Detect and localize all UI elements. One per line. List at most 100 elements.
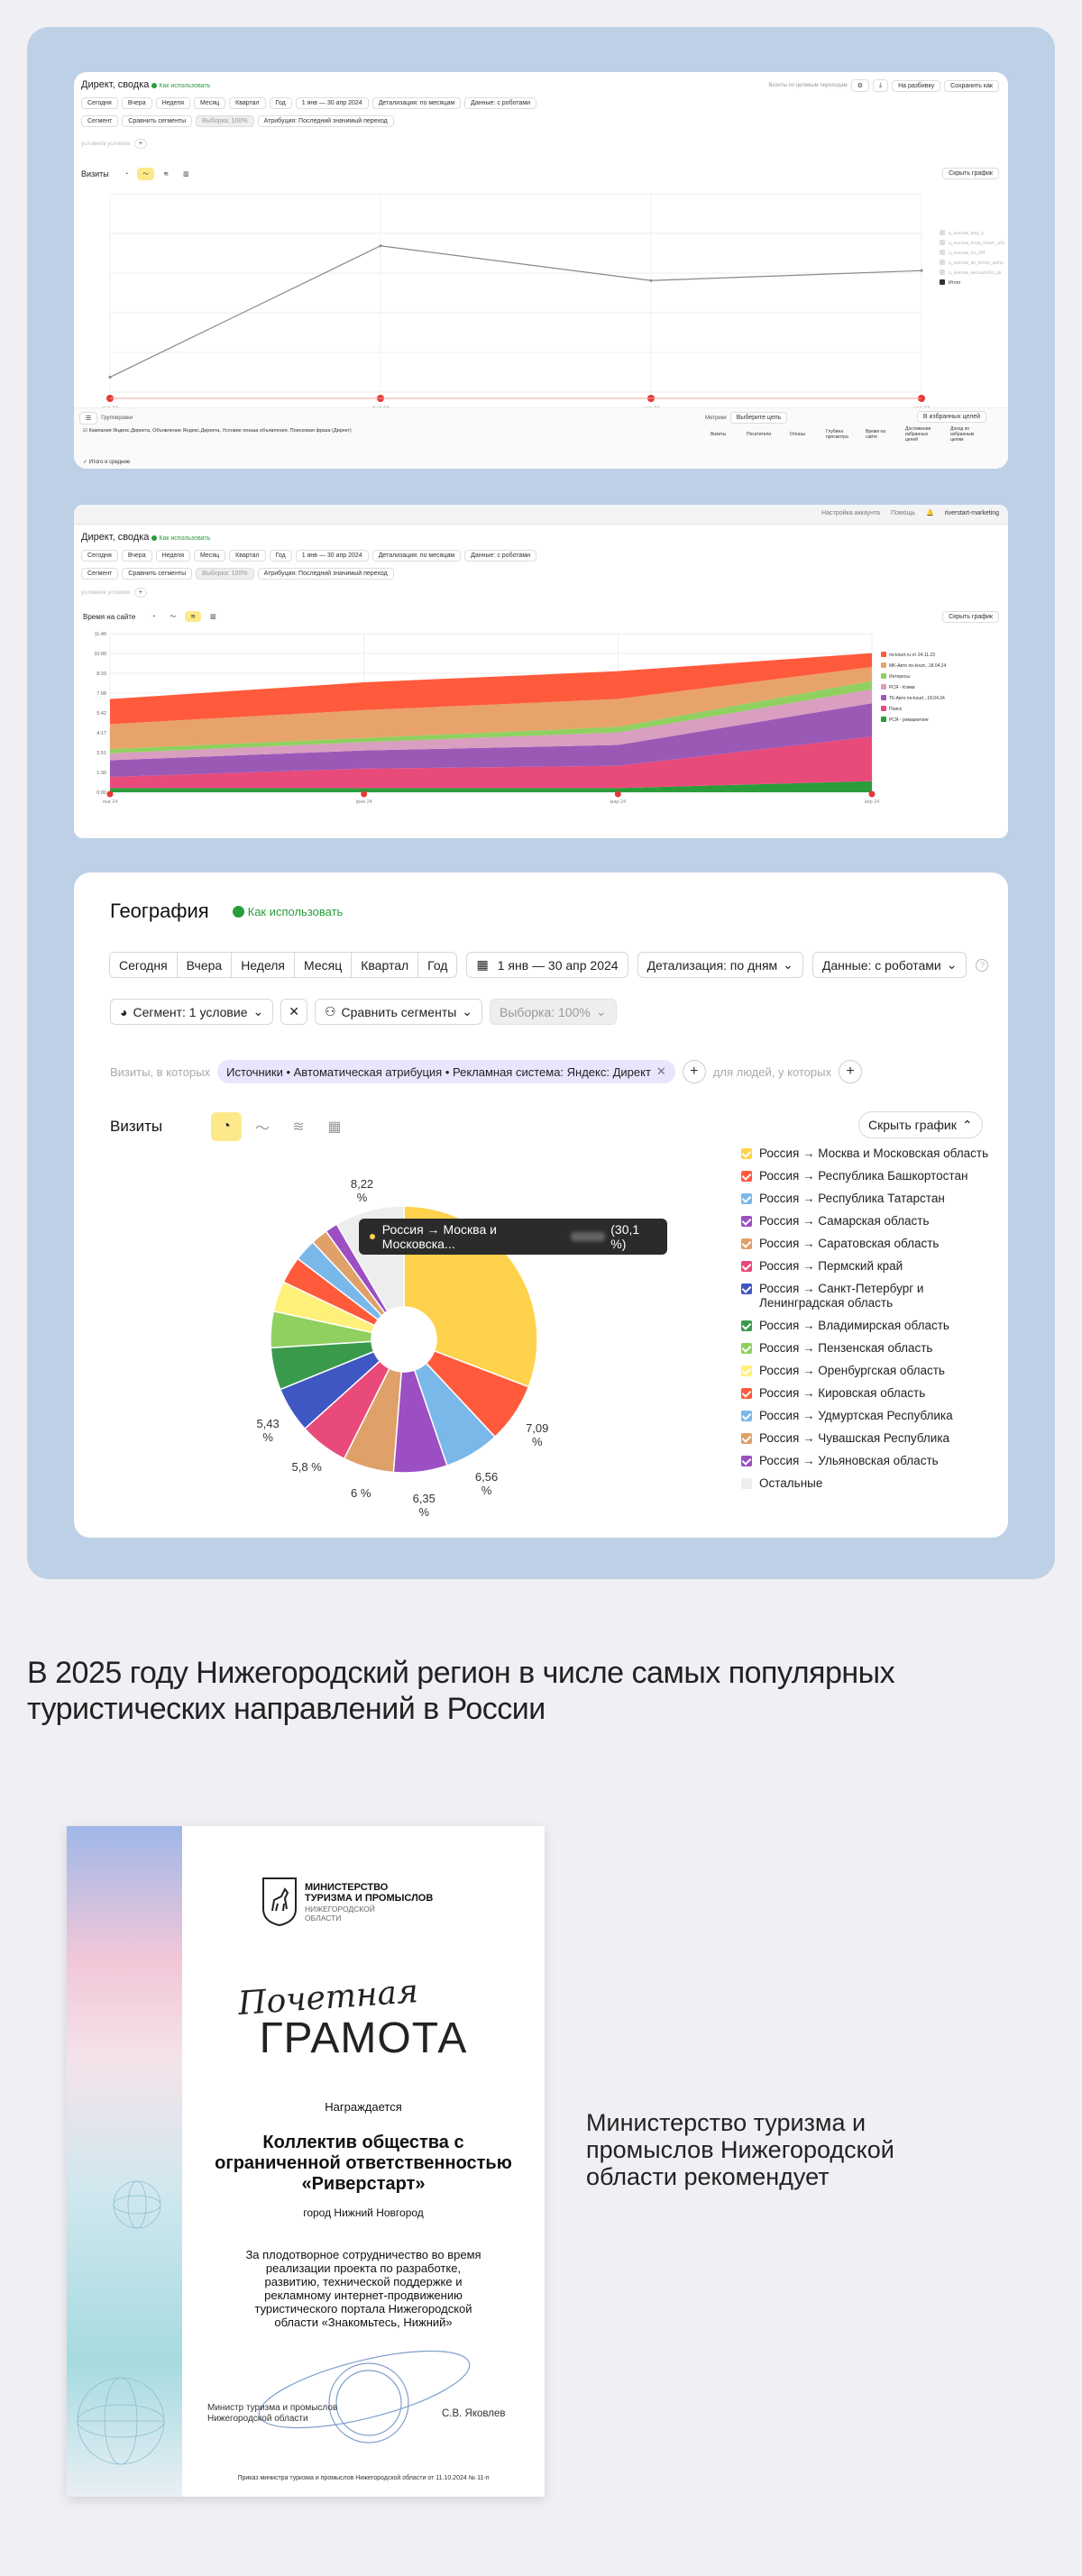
segment-button[interactable]: Сегмент <box>81 115 119 127</box>
how-to-link[interactable]: Как использовать <box>151 83 210 89</box>
date-range-picker[interactable]: ▦ 1 янв — 30 апр 2024 <box>466 952 628 978</box>
period-year[interactable]: Год <box>269 550 292 562</box>
line-chart-icon[interactable]: 〜 <box>137 168 155 180</box>
legend-item[interactable]: Россия → Пермский край <box>741 1259 1003 1274</box>
legend-item[interactable]: Россия → Оренбургская область <box>741 1364 1003 1378</box>
period-week[interactable]: Неделя <box>155 550 191 562</box>
data-mode-select[interactable]: Данные: с роботами ⌄ <box>812 952 967 978</box>
legend-checkbox[interactable] <box>741 1261 752 1272</box>
attribution-select[interactable]: Атрибуция: Последний значимый переход <box>257 568 394 580</box>
legend-item[interactable]: Россия → Пензенская область <box>741 1341 1003 1356</box>
legend-checkbox[interactable] <box>741 1193 752 1204</box>
period-month[interactable]: Месяц <box>194 97 226 109</box>
col-users[interactable]: Посетители <box>747 432 772 437</box>
area-chart-icon[interactable]: ≋ <box>185 611 202 622</box>
legend-checkbox[interactable] <box>741 1216 752 1227</box>
compare-segments-button[interactable]: Сравнить сегменты <box>122 115 193 127</box>
legend-checkbox[interactable] <box>741 1171 752 1182</box>
legend-checkbox[interactable] <box>741 1388 752 1399</box>
legend-item[interactable]: Россия → Санкт-Петербург и Ленинградская… <box>741 1282 1003 1311</box>
col-goals[interactable]: Достижения избранных целей <box>905 426 931 443</box>
period-today[interactable]: Сегодня <box>81 550 118 562</box>
legend-checkbox[interactable] <box>741 1456 752 1466</box>
breakdown-button[interactable]: На разбивку <box>892 79 941 92</box>
legend-checkbox[interactable] <box>741 1238 752 1249</box>
hide-chart-button[interactable]: Скрыть график ⌃ <box>858 1111 983 1138</box>
period-yesterday[interactable]: Вчера <box>176 952 233 978</box>
data-mode-select[interactable]: Данные: с роботами <box>464 550 537 562</box>
legend-item[interactable]: Россия → Республика Башкортостан <box>741 1169 1003 1183</box>
line-chart-icon[interactable]: 〜 <box>164 610 182 623</box>
add-filter-button[interactable]: + <box>682 1060 706 1083</box>
help-icon[interactable]: ? <box>976 958 989 972</box>
area-chart-icon[interactable]: ≋ <box>292 1119 305 1135</box>
legend-item[interactable]: Россия → Республика Татарстан <box>741 1192 1003 1206</box>
sample-select[interactable]: Выборка: 100% <box>196 568 254 580</box>
detail-select[interactable]: Детализация: по дням ⌄ <box>637 952 803 978</box>
settings-icon[interactable]: ⚙ <box>850 79 869 92</box>
period-yesterday[interactable]: Вчера <box>121 550 152 562</box>
period-today[interactable]: Сегодня <box>109 952 178 978</box>
account-name[interactable]: riverstart-marketing <box>944 509 999 516</box>
col-depth[interactable]: Глубина просмотра <box>826 429 848 440</box>
how-to-link[interactable]: Как использовать <box>151 535 210 542</box>
period-quarter[interactable]: Квартал <box>229 550 266 562</box>
period-month[interactable]: Месяц <box>294 952 353 978</box>
period-week[interactable]: Неделя <box>231 952 296 978</box>
period-week[interactable]: Неделя <box>155 97 191 109</box>
legend-item[interactable]: Россия → Кировская область <box>741 1386 1003 1401</box>
download-icon[interactable]: ⤓ <box>872 79 889 92</box>
legend-item[interactable]: Россия → Самарская область <box>741 1214 1003 1229</box>
area-chart-icon[interactable]: ≋ <box>158 169 175 179</box>
group-icon[interactable]: ☰ <box>79 412 98 425</box>
close-icon[interactable]: ✕ <box>656 1064 666 1078</box>
pie-chart-icon[interactable]: ◔ <box>211 1112 242 1141</box>
segment-button[interactable]: Сегмент <box>81 568 119 580</box>
legend-item[interactable]: Россия → Ульяновская область <box>741 1454 1003 1468</box>
pick-goal-select[interactable]: Выберите цель <box>729 412 788 424</box>
date-range-picker[interactable]: 1 янв — 30 апр 2024 <box>295 97 369 109</box>
period-year[interactable]: Год <box>269 97 292 109</box>
col-revenue[interactable]: Доход по избранным целям <box>950 426 975 443</box>
compare-segments-button[interactable]: ⚇ Сравнить сегменты ⌄ <box>314 999 483 1025</box>
period-year[interactable]: Год <box>417 952 458 978</box>
detail-select[interactable]: Детализация: по месяцам <box>371 97 462 109</box>
legend-checkbox[interactable] <box>741 1148 752 1159</box>
hide-chart-button[interactable]: Скрыть график <box>942 611 999 623</box>
legend-checkbox[interactable] <box>741 1411 752 1421</box>
add-filter-button[interactable]: + <box>133 588 147 598</box>
save-as-button[interactable]: Сохранить как <box>944 79 999 92</box>
add-filter-button[interactable]: + <box>133 139 147 149</box>
legend-item[interactable]: Россия → Владимирская область <box>741 1319 1003 1333</box>
segment-button[interactable]: ◕ Сегмент: 1 условие ⌄ <box>110 999 274 1025</box>
sample-select[interactable]: Выборка: 100% <box>196 115 254 127</box>
col-time[interactable]: Время на сайте <box>866 429 885 440</box>
legend-item[interactable]: Остальные <box>741 1476 1003 1491</box>
add-people-filter-button[interactable]: + <box>839 1060 862 1083</box>
help-link[interactable]: Помощь <box>890 509 915 516</box>
clear-segment-button[interactable]: ✕ <box>280 999 307 1025</box>
hide-chart-button[interactable]: Скрыть график <box>942 168 999 179</box>
attribution-select[interactable]: Атрибуция: Последний значимый переход <box>257 115 394 127</box>
favorites-button[interactable]: В избранных целей <box>916 411 986 423</box>
date-range-picker[interactable]: 1 янв — 30 апр 2024 <box>295 550 369 562</box>
legend-item[interactable]: Россия → Саратовская область <box>741 1237 1003 1251</box>
legend-item[interactable]: Россия → Удмуртская Республика <box>741 1409 1003 1423</box>
filter-chip[interactable]: Источники • Автоматическая атрибуция • Р… <box>217 1060 675 1083</box>
legend-checkbox[interactable] <box>741 1343 752 1354</box>
bar-chart-icon[interactable]: ▥ <box>205 611 222 622</box>
period-yesterday[interactable]: Вчера <box>121 97 152 109</box>
how-to-link[interactable]: Как использовать <box>233 905 343 918</box>
legend-checkbox[interactable] <box>741 1283 752 1294</box>
period-quarter[interactable]: Квартал <box>229 97 266 109</box>
period-today[interactable]: Сегодня <box>81 97 118 109</box>
legend-checkbox[interactable] <box>741 1478 752 1489</box>
detail-select[interactable]: Детализация: по месяцам <box>371 550 462 562</box>
period-quarter[interactable]: Квартал <box>351 952 419 978</box>
col-visits[interactable]: Визиты <box>711 432 727 437</box>
col-bounce[interactable]: Отказы <box>790 432 806 437</box>
account-settings-link[interactable]: Настройка аккаунта <box>821 509 880 516</box>
compare-segments-button[interactable]: Сравнить сегменты <box>122 568 193 580</box>
data-mode-select[interactable]: Данные: с роботами <box>464 97 537 109</box>
legend-item[interactable]: Россия → Чувашская Республика <box>741 1431 1003 1446</box>
